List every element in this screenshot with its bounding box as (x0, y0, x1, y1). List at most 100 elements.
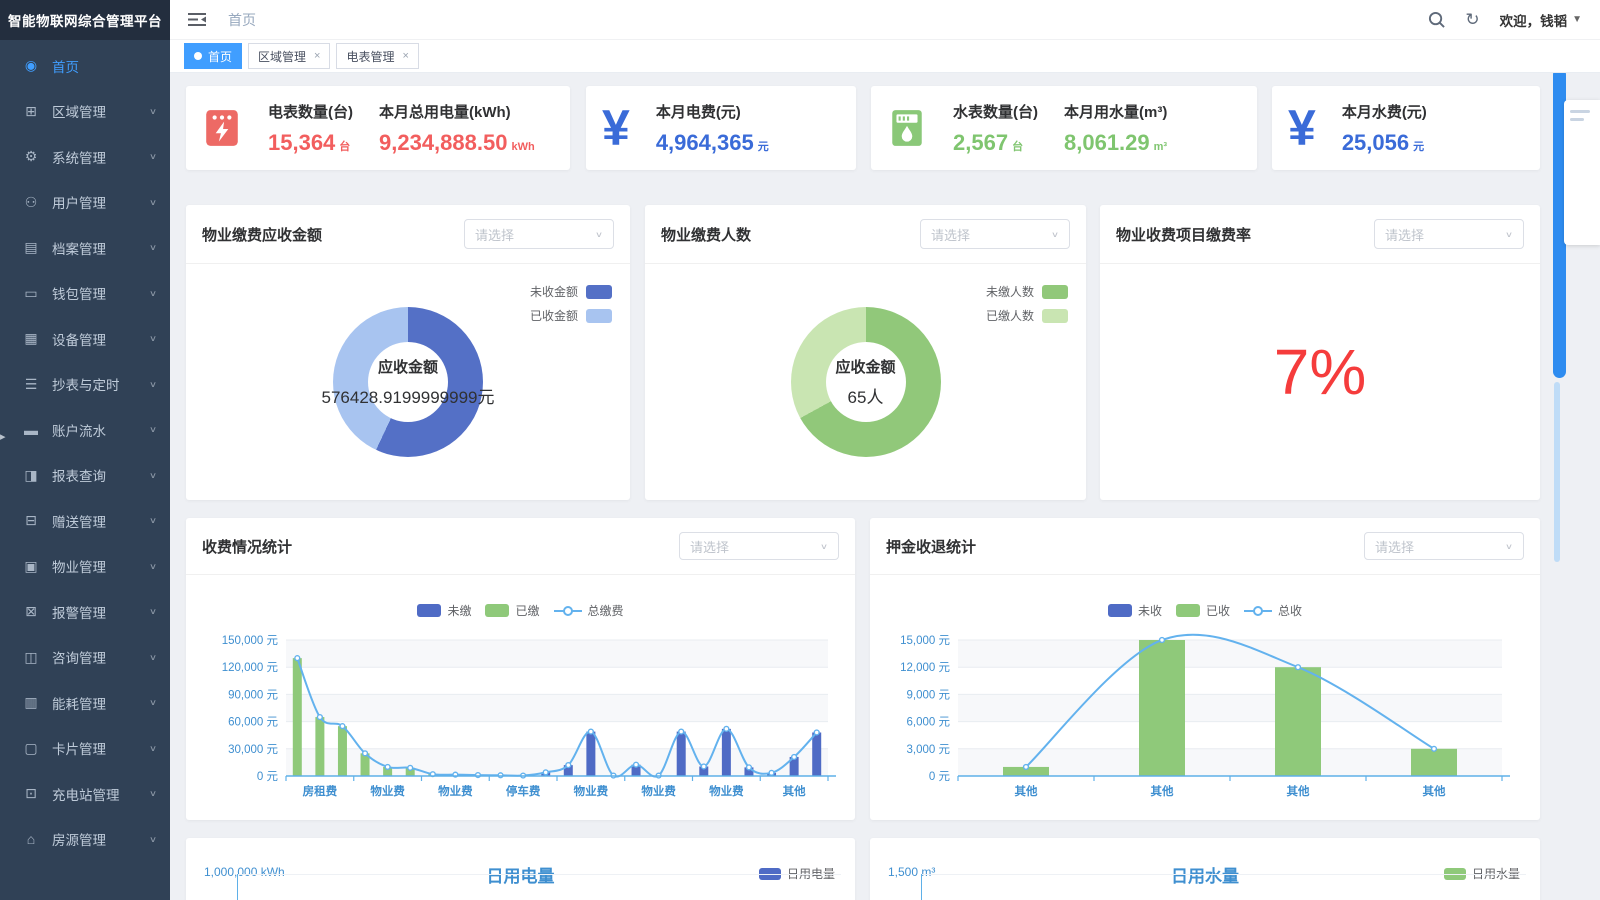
legend-label: 已收金额 (529, 309, 578, 323)
search-icon[interactable] (1428, 11, 1446, 28)
close-icon[interactable]: × (402, 50, 409, 62)
stat-value: 2,567 台 (953, 129, 1024, 155)
legend-item-已缴人数[interactable]: 已缴人数 (986, 307, 1068, 324)
fee-filter-select[interactable]: 请选择 ∨ (679, 532, 839, 560)
chevron-down-icon: ∨ (148, 471, 157, 481)
welcome-text: 欢迎，钱韬 (1499, 13, 1568, 29)
tag-view-bar: 首页 区域管理 × 电表管理 × (170, 40, 1600, 73)
sidebar-item-label: 赠送管理 (52, 514, 106, 530)
property-icon: ▣ (24, 557, 38, 574)
sidebar-item-label: 抄表与定时 (52, 378, 120, 394)
legend-item-已收[interactable]: 已收 (1175, 602, 1230, 619)
refresh-icon[interactable]: ↻ (1465, 9, 1480, 29)
deposit-filter-select[interactable]: 请选择 ∨ (1364, 532, 1524, 560)
breadcrumb: 首页 (228, 11, 256, 28)
legend-item-已收金额[interactable]: 已收金额 (530, 307, 612, 324)
legend-label: 已缴人数 (985, 309, 1034, 323)
deposit-stats-plot: 15,000 元 12,000 元 9,000 元 6,000 元 3,000 元 0 元… (900, 633, 1510, 798)
sidebar-item-6[interactable]: ▦ 设备管理 ∨ (0, 316, 170, 362)
scrollbar-thumb[interactable] (1553, 68, 1566, 378)
panel-title: 物业收费项目缴费率 (1116, 226, 1252, 244)
electric-meter-icon (202, 108, 242, 148)
user-menu[interactable]: 欢迎，钱韬 ▼ (1500, 10, 1582, 30)
legend-item-未缴人数[interactable]: 未缴人数 (986, 283, 1068, 300)
legend-swatch (586, 308, 612, 323)
menu-fold-icon[interactable] (188, 12, 206, 27)
stat-value: 9,234,888.50 kWh (379, 129, 535, 155)
stat-label: 本月总用电量(kWh) (379, 103, 511, 121)
sidebar-item-4[interactable]: ▤ 档案管理 ∨ (0, 225, 170, 271)
legend-item-未收金额[interactable]: 未收金额 (530, 283, 612, 300)
svg-text:其他: 其他 (1015, 784, 1038, 798)
scrollbar-track[interactable] (1554, 382, 1560, 562)
chevron-down-icon: ∨ (148, 562, 157, 572)
donut-legend: 未缴人数 已缴人数 (986, 283, 1068, 324)
legend-item-总缴费[interactable]: 总缴费 (553, 602, 624, 619)
payer-filter-select[interactable]: 请选择 ∨ (920, 219, 1070, 249)
sidebar-item-14[interactable]: ▥ 能耗管理 ∨ (0, 680, 170, 726)
legend-item-总收[interactable]: 总收 (1244, 602, 1302, 619)
sidebar-item-1[interactable]: ⊞ 区域管理 ∨ (0, 89, 170, 135)
legend-swatch (586, 284, 612, 299)
svg-text:0 元: 0 元 (929, 771, 951, 783)
sidebar-item-10[interactable]: ⊟ 赠送管理 ∨ (0, 498, 170, 544)
sidebar-item-13[interactable]: ◫ 咨询管理 ∨ (0, 635, 170, 681)
receivable-filter-select[interactable]: 请选择 ∨ (464, 219, 614, 249)
legend-swatch (1042, 308, 1068, 323)
legend-label: 未缴 (447, 604, 472, 618)
payer-donut-chart: 应收金额 65人 (790, 307, 941, 457)
chart-legend: 未收 已收 总收 (870, 602, 1540, 619)
sidebar-item-3[interactable]: ⚇ 用户管理 ∨ (0, 180, 170, 226)
legend-swatch (485, 604, 510, 617)
stat-value: 8,061.29 m³ (1064, 129, 1168, 155)
tab-电表管理[interactable]: 电表管理 × (336, 43, 419, 69)
sidebar: 智能物联网综合管理平台 ◉ 首页 ⊞ 区域管理 ∨ ⚙ 系统管理 ∨ ⚇ 用户管理 ∨ ▤ 档案管理 ∨ ▭… (0, 0, 170, 900)
fee-stats-plot: 150,000 元 120,000 元 90,000 元 60,000 元 30,000… (222, 635, 836, 798)
sidebar-item-11[interactable]: ▣ 物业管理 ∨ (0, 544, 170, 590)
legend-item-未缴[interactable]: 未缴 (417, 602, 471, 619)
sidebar-item-15[interactable]: ▢ 卡片管理 ∨ (0, 726, 170, 772)
panel-deposit-stats: 押金收退统计 请选择 ∨ 未收 已收 总收 15,000 元 12,000 元 9,000… (870, 518, 1540, 820)
chart-title: 日用电量 (486, 867, 555, 886)
sidebar-item-7[interactable]: ☰ 抄表与定时 ∨ (0, 362, 170, 408)
svg-text:150,000 元: 150,000 元 (222, 635, 279, 647)
tab-label: 首页 (208, 49, 233, 64)
tab-区域管理[interactable]: 区域管理 × (248, 43, 331, 69)
legend-item-未收[interactable]: 未收 (1107, 602, 1162, 619)
region-tree-icon: ⊞ (25, 102, 37, 119)
svg-text:物业费: 物业费 (641, 784, 676, 798)
legend-label: 总缴费 (587, 604, 624, 618)
deposit-stats-chart: 15,000 元 12,000 元 9,000 元 6,000 元 3,000 元 0 元… (870, 624, 1540, 819)
sidebar-item-16[interactable]: ⊡ 充电站管理 ∨ (0, 771, 170, 817)
sidebar-item-9[interactable]: ◨ 报表查询 ∨ (0, 453, 170, 499)
chevron-down-icon: ∨ (1504, 230, 1513, 239)
sidebar-item-5[interactable]: ▭ 钱包管理 ∨ (0, 271, 170, 317)
svg-text:12,000 元: 12,000 元 (900, 662, 950, 674)
chevron-down-icon: ∨ (1050, 230, 1059, 239)
tab-首页[interactable]: 首页 (184, 43, 243, 69)
chevron-down-icon: ∨ (148, 607, 157, 617)
sidebar-item-home[interactable]: ◉ 首页 (0, 43, 170, 89)
chevron-down-icon: ∨ (148, 425, 157, 435)
water-meter-icon (887, 108, 927, 148)
legend-item-已缴[interactable]: 已缴 (485, 602, 540, 619)
sidebar-collapse-handle[interactable]: ▸ (0, 431, 6, 443)
sidebar-item-label: 设备管理 (52, 332, 106, 348)
svg-text:物业费: 物业费 (709, 784, 744, 798)
clipped-side-panel (1564, 100, 1600, 245)
energy-icon: ▥ (24, 694, 38, 711)
sidebar-item-label: 用户管理 (52, 196, 106, 212)
sidebar-item-2[interactable]: ⚙ 系统管理 ∨ (0, 134, 170, 180)
sidebar-item-12[interactable]: ⊠ 报警管理 ∨ (0, 589, 170, 635)
sidebar-item-label: 档案管理 (52, 241, 106, 257)
close-icon[interactable]: × (314, 50, 321, 62)
sidebar-item-8[interactable]: ▬ 账户流水 ∨ (0, 407, 170, 453)
tab-label: 区域管理 (258, 49, 307, 64)
y-axis-tick: 1,000,000 kWh (204, 865, 285, 879)
svg-text:物业费: 物业费 (574, 784, 609, 798)
payment-rate-value: 7% (1273, 336, 1367, 408)
sidebar-item-17[interactable]: ⌂ 房源管理 ∨ (0, 817, 170, 863)
rate-filter-select[interactable]: 请选择 ∨ (1374, 219, 1524, 249)
chevron-down-icon: ∨ (1504, 542, 1513, 551)
sidebar-item-label: 房源管理 (52, 833, 106, 849)
